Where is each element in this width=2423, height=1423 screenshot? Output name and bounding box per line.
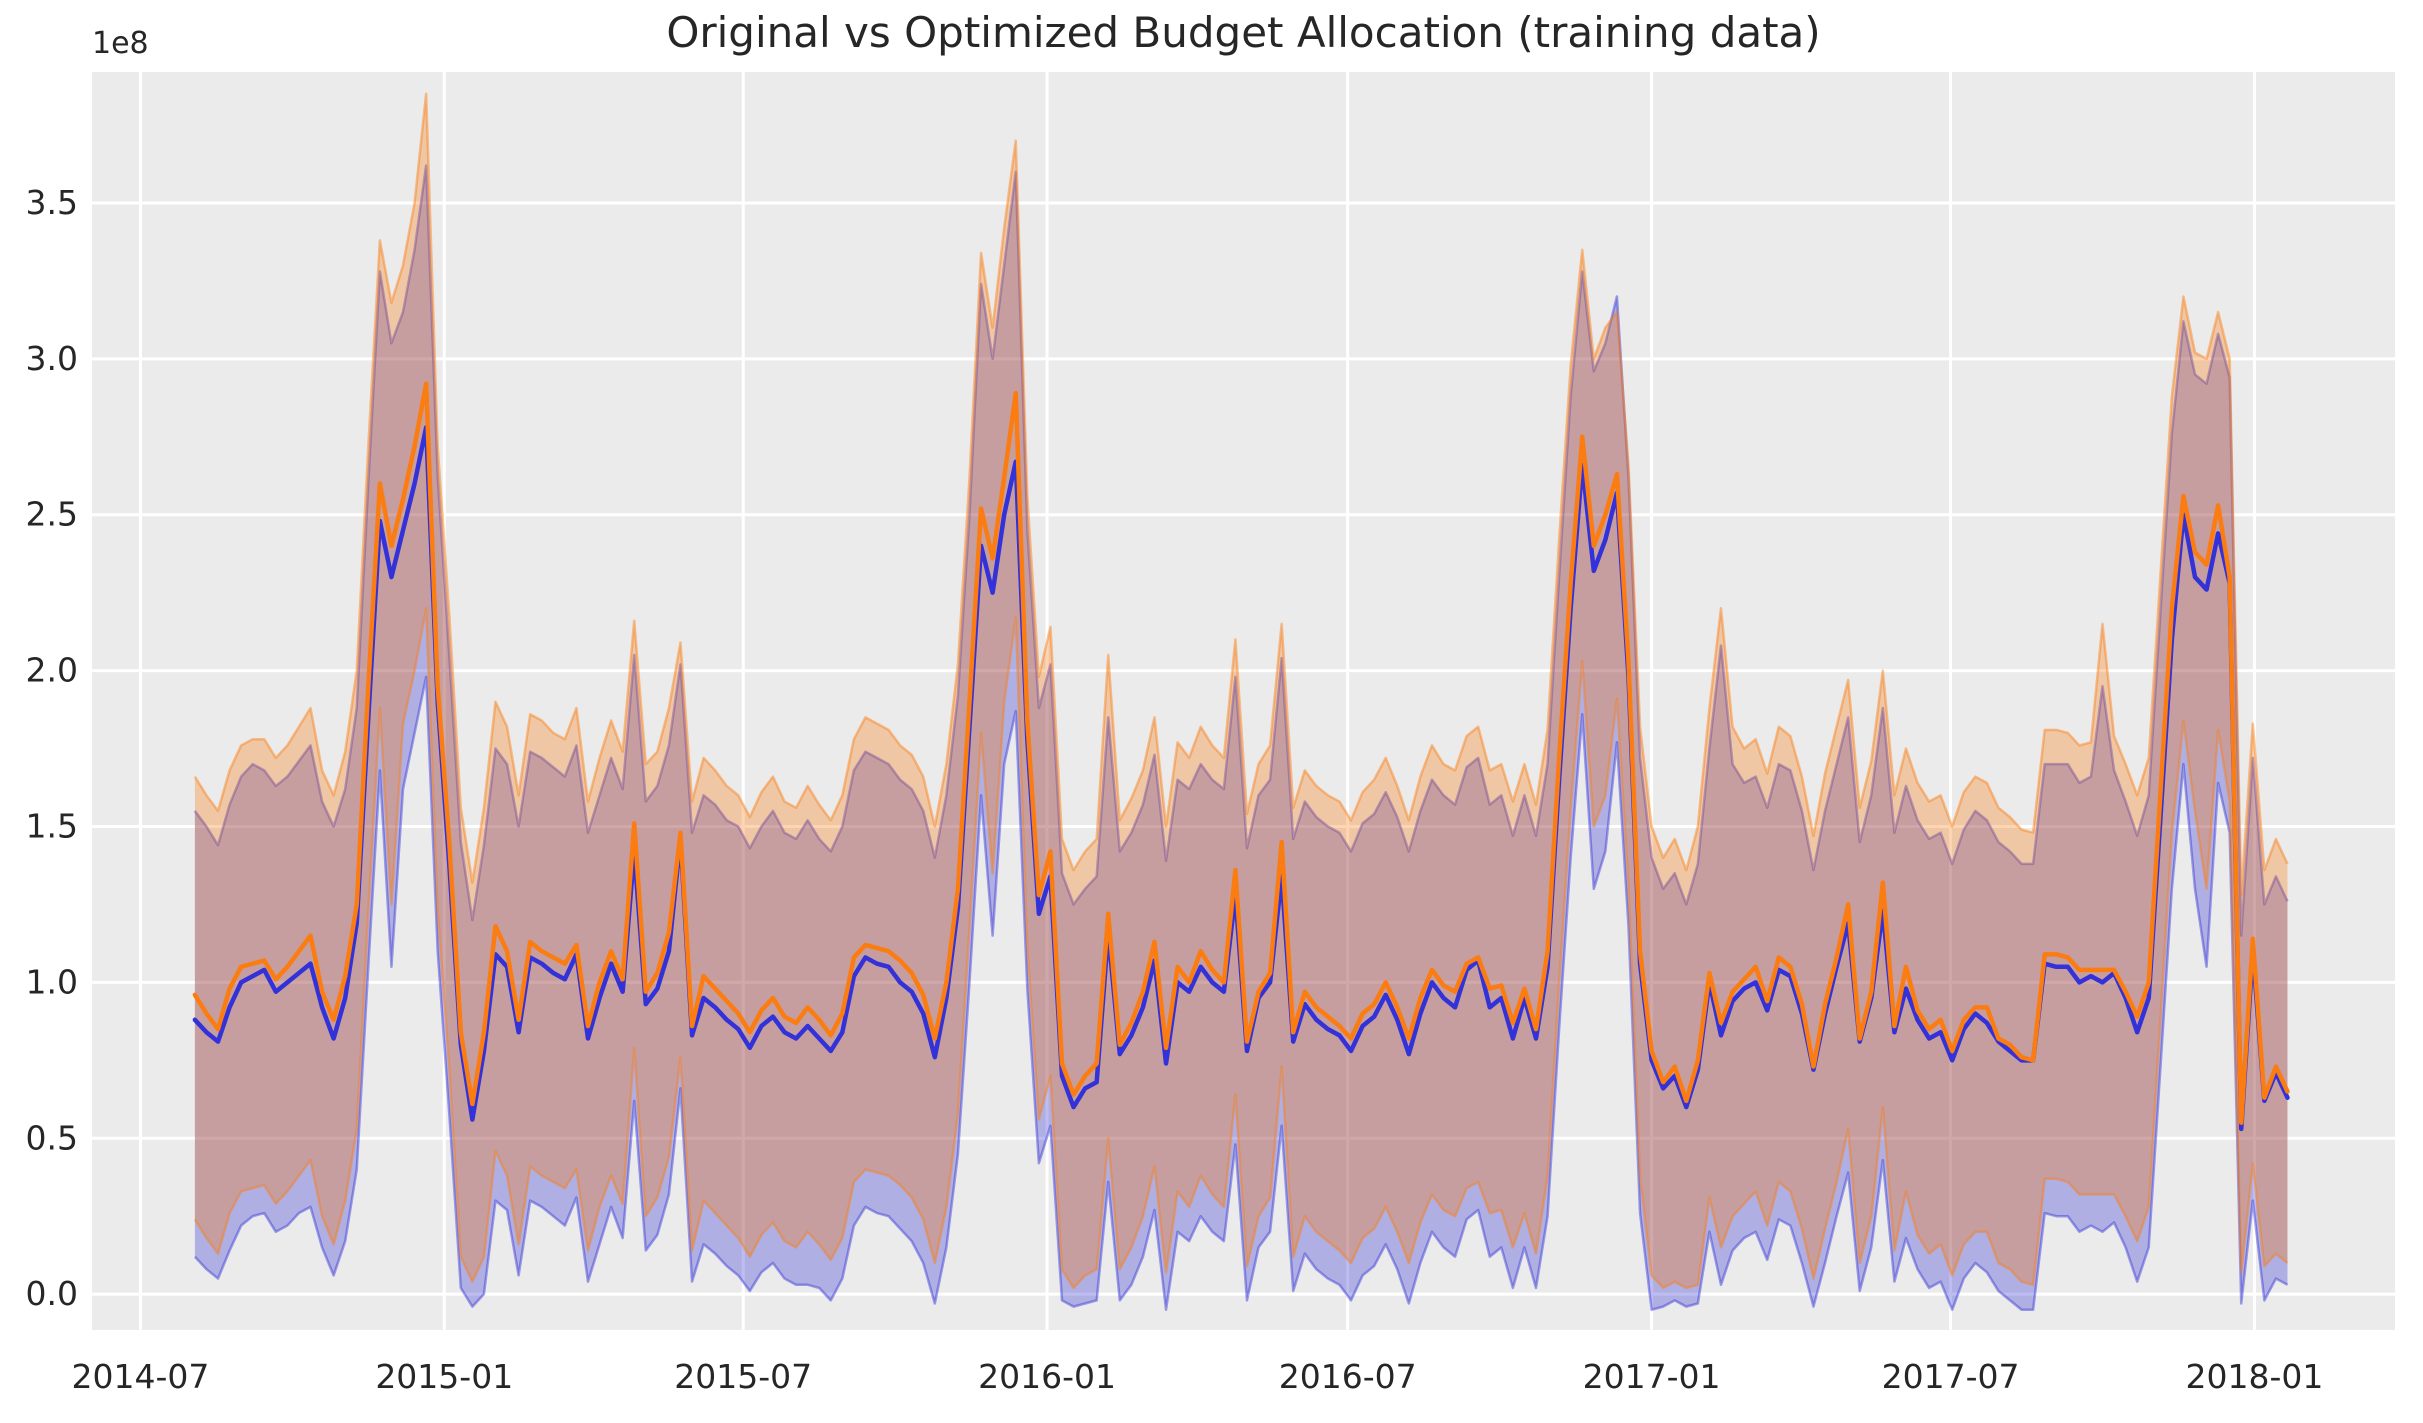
optimized-line: [192, 381, 2290, 1125]
y-tick-label: 1.5: [26, 806, 78, 845]
optimized-band-lower-edge: [193, 606, 2289, 1290]
optimized-band-upper-edge: [193, 92, 2289, 897]
y-tick-label: 2.5: [26, 495, 78, 534]
y-tick-label: 0.0: [26, 1274, 78, 1313]
axes-background: [92, 72, 2395, 1330]
y-tick-label: 2.0: [26, 651, 78, 690]
x-tick-label: 2018-01: [2185, 1357, 2323, 1396]
x-tick-label: 2017-01: [1583, 1357, 1721, 1396]
x-tick-label: 2015-01: [375, 1357, 513, 1396]
y-tick-label: 3.5: [26, 183, 78, 222]
x-tick-label: 2014-07: [71, 1357, 209, 1396]
y-tick-label: 0.5: [26, 1118, 78, 1157]
y-axis-offset-label: 1e8: [92, 26, 149, 61]
y-tick-label: 1.0: [26, 962, 78, 1001]
chart-title: Original vs Optimized Budget Allocation …: [666, 8, 1821, 57]
x-tick-label: 2016-07: [1279, 1357, 1417, 1396]
x-tick-label: 2017-07: [1882, 1357, 2020, 1396]
original-confidence-band: [194, 165, 2288, 1310]
original-band-lower-edge: [193, 675, 2289, 1311]
original-band-upper-edge: [193, 164, 2289, 937]
y-tick-label: 3.0: [26, 339, 78, 378]
x-tick-label: 2016-01: [978, 1357, 1116, 1396]
x-tick-label: 2015-07: [674, 1357, 812, 1396]
